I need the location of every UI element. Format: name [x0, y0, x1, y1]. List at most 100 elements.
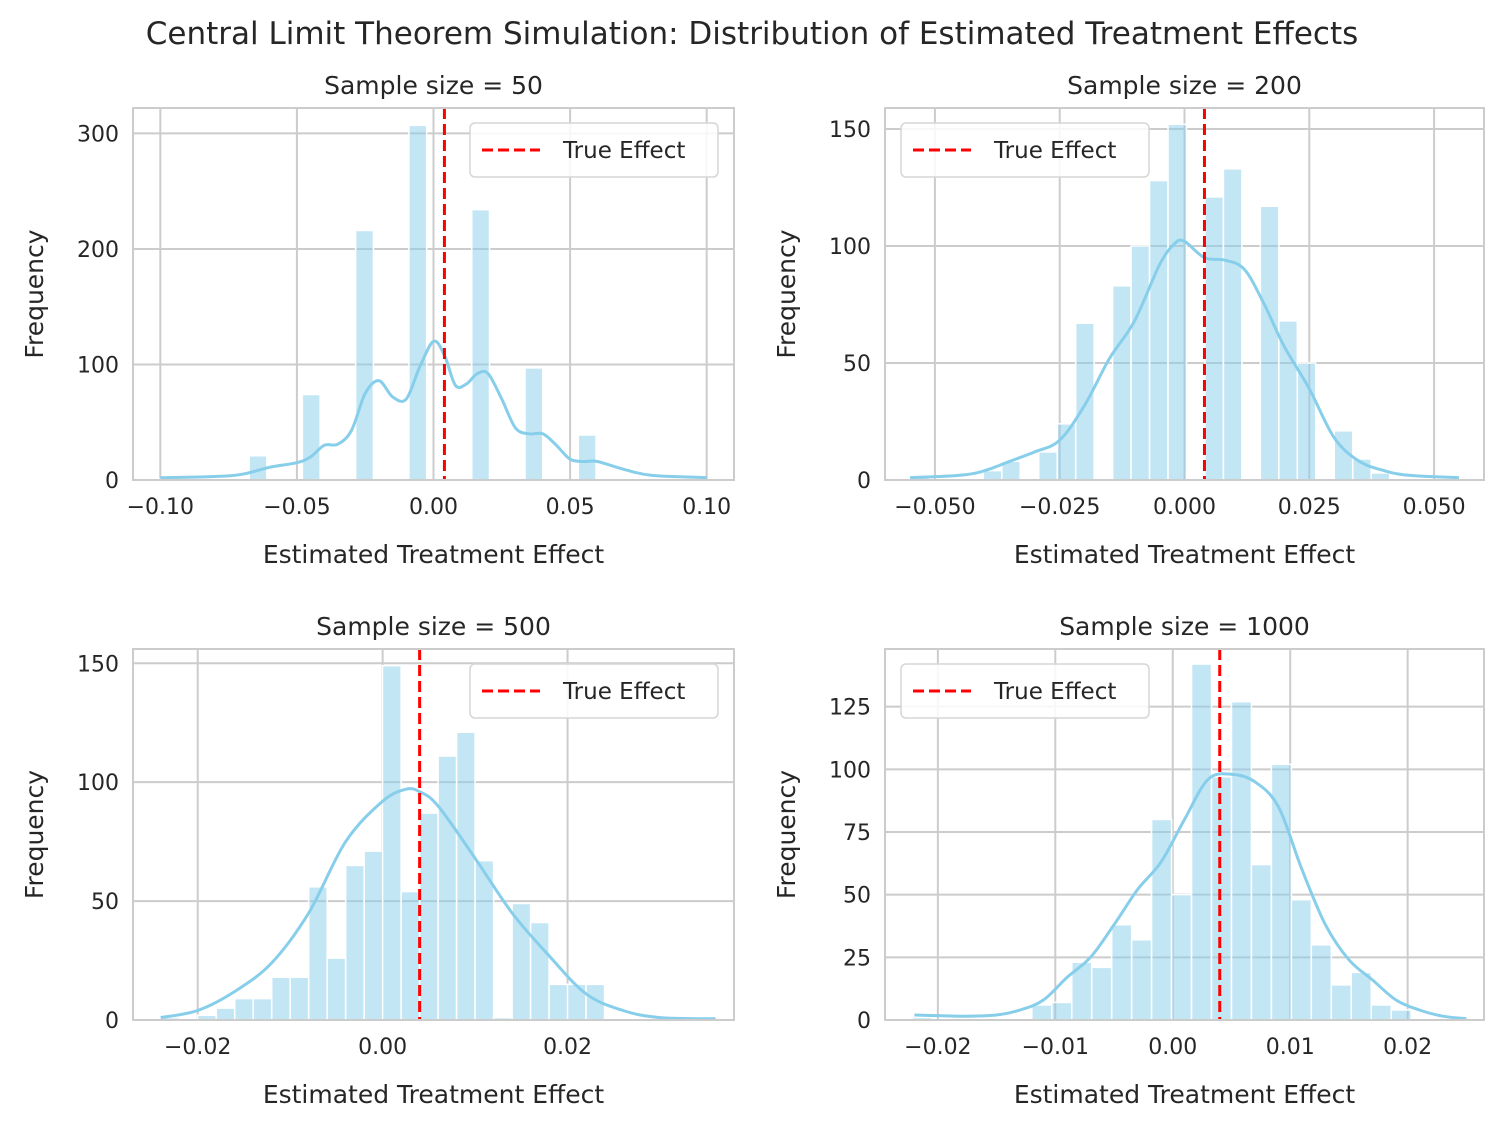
y-tick-label: 0 — [857, 1009, 871, 1034]
histogram-bar — [363, 850, 384, 1021]
y-tick-label: 150 — [829, 118, 871, 143]
x-tick-label: −0.01 — [1022, 1035, 1089, 1060]
histogram-bar — [1350, 971, 1372, 1021]
y-tick-label: 100 — [77, 353, 119, 378]
x-tick-label: 0.050 — [1403, 495, 1466, 520]
histogram-bar — [1148, 179, 1169, 481]
y-tick-label: 200 — [77, 238, 119, 263]
histogram-bar — [1310, 944, 1333, 1021]
kde-curve — [914, 772, 1467, 1021]
y-tick-label: 150 — [77, 652, 119, 677]
y-axis-label: Frequency — [20, 770, 49, 899]
x-tick-label: −0.050 — [894, 495, 975, 520]
panel-3: −0.02 0.00 0.02 0 50 100 150 Sample size = 500 E… — [20, 612, 735, 1109]
histogram-bar — [1170, 893, 1193, 1021]
histogram-bar — [1370, 472, 1391, 481]
panel-title: Sample size = 500 — [316, 612, 551, 641]
histogram-bar — [1296, 362, 1317, 481]
x-axis-label: Estimated Treatment Effect — [1014, 1080, 1356, 1109]
x-tick-label: 0.01 — [1266, 1035, 1315, 1060]
histogram-bar — [1370, 1004, 1392, 1021]
legend: True Effect — [900, 122, 1150, 178]
y-tick-label: 125 — [829, 696, 871, 721]
x-tick-label: 0.00 — [358, 1035, 407, 1060]
y-tick-label: 0 — [105, 469, 119, 494]
panel-1: −0.10 −0.05 0.00 0.05 0.10 0 100 200 300 Sample s… — [20, 71, 735, 569]
histogram-bar — [289, 976, 310, 1021]
histogram-bar — [1250, 863, 1273, 1021]
histogram-bar — [470, 208, 491, 481]
x-axis-label: Estimated Treatment Effect — [263, 1080, 605, 1109]
x-tick-label: 0.10 — [682, 495, 731, 520]
x-tick-label: −0.02 — [904, 1035, 971, 1060]
legend-label: True Effect — [993, 679, 1116, 705]
histogram-bar — [233, 997, 254, 1021]
x-axis-label: Estimated Treatment Effect — [1014, 540, 1356, 569]
histogram-bar — [1090, 966, 1113, 1021]
legend-box — [469, 663, 719, 719]
x-tick-label: 0.00 — [409, 495, 458, 520]
panel-2: −0.050 −0.025 0.000 0.025 0.050 0 50 100 150 Samp… — [772, 71, 1485, 569]
histogram-bar — [1167, 123, 1188, 481]
x-tick-label: −0.10 — [127, 495, 194, 520]
histogram-bar — [1031, 1004, 1053, 1021]
x-tick-label: 0.05 — [546, 495, 595, 520]
y-tick-label: 50 — [91, 890, 119, 915]
y-tick-label: 100 — [77, 771, 119, 796]
x-tick-label: −0.05 — [263, 495, 330, 520]
panel-title: Sample size = 50 — [324, 71, 543, 100]
histogram-bar — [1259, 205, 1280, 481]
histogram-bar — [1074, 322, 1095, 481]
histogram-bar — [1190, 663, 1213, 1021]
histogram-bar — [982, 469, 1003, 481]
y-axis-label: Frequency — [20, 229, 49, 358]
histogram-bar — [381, 664, 402, 1021]
x-tick-label: 0.00 — [1148, 1035, 1197, 1060]
y-tick-label: 0 — [105, 1009, 119, 1034]
histogram-bar — [1130, 245, 1151, 481]
histogram-bar — [437, 755, 458, 1021]
figure-suptitle: Central Limit Theorem Simulation: Distri… — [146, 16, 1359, 52]
x-axis-label: Estimated Treatment Effect — [263, 540, 605, 569]
histogram-bar — [1390, 1009, 1412, 1021]
axes-frame — [132, 107, 735, 481]
histogram-bar — [1210, 776, 1233, 1021]
y-tick-label: 300 — [77, 122, 119, 147]
histogram-bar — [408, 124, 428, 481]
histogram-bar — [1290, 898, 1313, 1021]
histogram-bar — [511, 902, 532, 1021]
kde-curve — [909, 238, 1460, 480]
histogram-bar — [1037, 451, 1058, 481]
panel-title: Sample size = 1000 — [1059, 612, 1310, 641]
histogram-bar — [215, 1007, 236, 1021]
histogram-bar — [326, 957, 347, 1021]
x-tick-label: 0.000 — [1153, 495, 1216, 520]
histogram-bar — [455, 731, 476, 1021]
legend-box — [900, 122, 1150, 178]
histogram-bar — [252, 997, 273, 1021]
histogram-bar — [1222, 168, 1243, 481]
y-tick-label: 25 — [843, 946, 871, 971]
histogram-bar — [400, 890, 421, 1021]
y-tick-label: 0 — [857, 469, 871, 494]
histogram-bar — [1111, 285, 1132, 481]
y-tick-label: 100 — [829, 758, 871, 783]
histogram-bar — [344, 864, 365, 1021]
x-tick-label: −0.025 — [1019, 495, 1100, 520]
panel-title: Sample size = 200 — [1067, 71, 1302, 100]
y-axis-label: Frequency — [772, 229, 801, 358]
x-tick-label: 0.02 — [543, 1035, 592, 1060]
x-tick-label: −0.02 — [164, 1035, 231, 1060]
legend-box — [900, 663, 1150, 719]
legend: True Effect — [469, 663, 719, 719]
histogram-bar — [1204, 196, 1225, 481]
y-axis-label: Frequency — [772, 770, 801, 899]
x-tick-label: 0.025 — [1278, 495, 1341, 520]
legend: True Effect — [900, 663, 1150, 719]
histogram-bar — [301, 393, 321, 481]
histogram-bar — [1051, 1001, 1073, 1021]
axes-frame — [132, 648, 735, 1021]
histogram-bar — [524, 367, 544, 481]
panel-4: −0.02 −0.01 0.00 0.01 0.02 0 25 50 75 100 125 Sampl… — [772, 612, 1485, 1109]
